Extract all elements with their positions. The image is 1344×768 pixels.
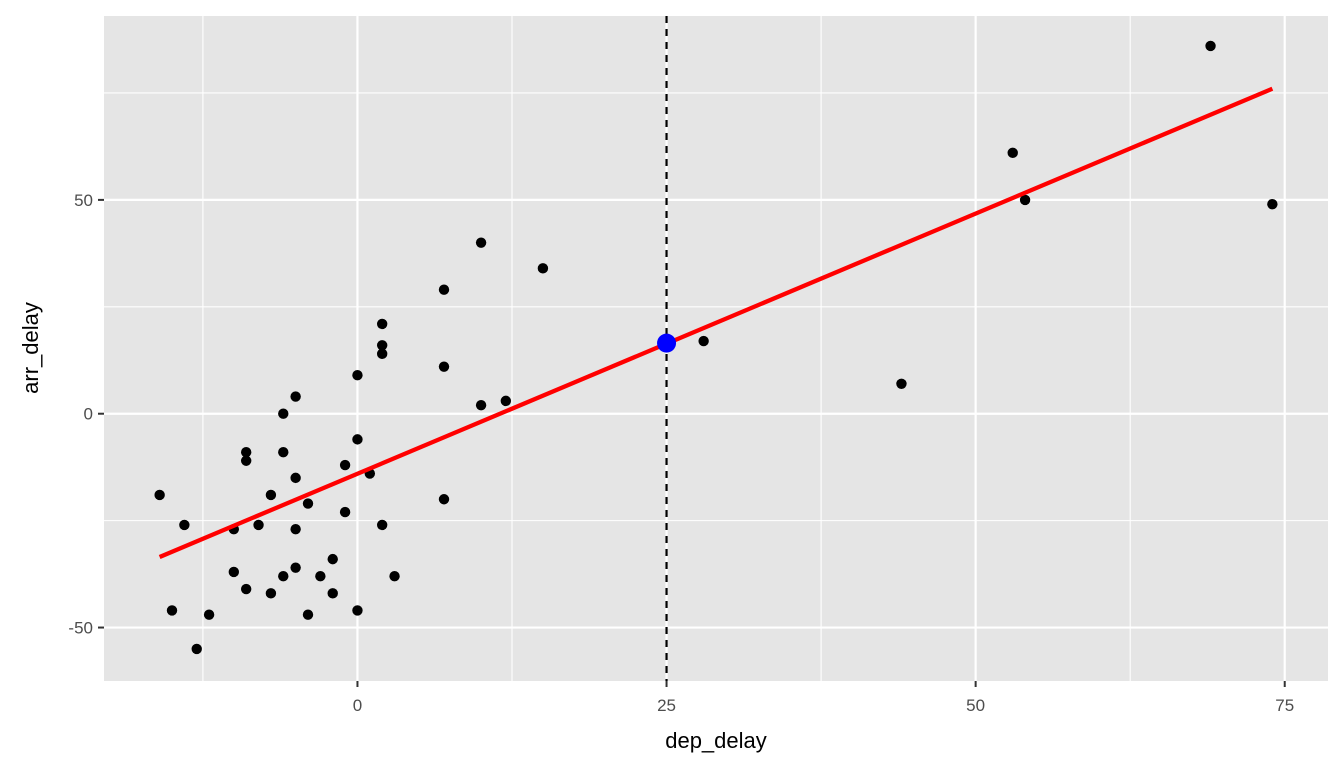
data-point-40 bbox=[475, 399, 487, 411]
x-axis-title: dep_delay bbox=[665, 728, 767, 753]
data-point-39 bbox=[475, 237, 487, 248]
fit-line bbox=[158, 86, 1274, 559]
data-point-14 bbox=[278, 447, 289, 458]
x-tick-label-1: 25 bbox=[657, 696, 676, 715]
data-point-44 bbox=[896, 378, 907, 389]
data-point-7 bbox=[240, 447, 252, 458]
data-point-13 bbox=[278, 408, 289, 419]
data-point-17 bbox=[290, 472, 301, 484]
data-point-27 bbox=[352, 370, 363, 381]
x-tick-label-0: 0 bbox=[353, 696, 362, 715]
x-tick-label-3: 75 bbox=[1275, 696, 1294, 715]
data-point-38 bbox=[438, 494, 450, 505]
fit-line-layer bbox=[158, 86, 1274, 559]
data-point-4 bbox=[203, 609, 215, 620]
data-point-0 bbox=[154, 489, 165, 501]
y-tick-label-2: 50 bbox=[74, 191, 93, 210]
data-point-48 bbox=[1267, 198, 1278, 210]
axis-ticks bbox=[98, 198, 1286, 687]
data-point-18 bbox=[290, 523, 301, 535]
data-point-26 bbox=[339, 506, 351, 518]
data-point-45 bbox=[1007, 147, 1018, 159]
data-point-16 bbox=[290, 391, 301, 402]
data-point-42 bbox=[537, 263, 549, 274]
data-point-46 bbox=[1019, 194, 1031, 206]
data-point-41 bbox=[500, 395, 512, 407]
data-point-36 bbox=[438, 284, 450, 295]
data-point-1 bbox=[166, 605, 178, 616]
y-tick-label-1: 0 bbox=[84, 405, 93, 424]
data-point-25 bbox=[339, 459, 351, 471]
data-point-12 bbox=[265, 588, 277, 599]
data-point-33 bbox=[376, 348, 388, 360]
major-gridlines bbox=[104, 16, 1328, 681]
data-point-35 bbox=[389, 571, 400, 582]
data-point-20 bbox=[302, 498, 314, 509]
data-point-10 bbox=[253, 519, 264, 531]
highlight-point bbox=[657, 333, 677, 353]
tick-labels: 0 25 50 75 -50 0 50 bbox=[68, 191, 1294, 715]
data-point-28 bbox=[352, 434, 363, 445]
data-point-9 bbox=[240, 583, 252, 595]
highlight-layer bbox=[657, 333, 677, 353]
data-point-23 bbox=[327, 553, 338, 565]
data-point-47 bbox=[1205, 40, 1216, 52]
data-points bbox=[154, 40, 1278, 655]
x-tick-label-2: 50 bbox=[966, 696, 985, 715]
data-point-11 bbox=[265, 489, 277, 501]
data-point-43 bbox=[698, 335, 709, 347]
data-point-19 bbox=[290, 562, 301, 573]
data-point-6 bbox=[228, 566, 240, 578]
data-point-24 bbox=[327, 588, 338, 599]
panel-background bbox=[104, 16, 1328, 681]
data-point-22 bbox=[315, 571, 326, 582]
data-point-34 bbox=[376, 519, 388, 531]
data-point-8 bbox=[240, 455, 252, 466]
data-point-37 bbox=[438, 361, 450, 372]
y-axis-title: arr_delay bbox=[18, 302, 43, 394]
data-point-2 bbox=[179, 519, 190, 531]
y-tick-label-0: -50 bbox=[68, 619, 93, 638]
minor-gridlines bbox=[104, 16, 1328, 681]
data-point-29 bbox=[352, 605, 363, 616]
data-point-32 bbox=[376, 340, 388, 351]
data-point-15 bbox=[278, 571, 289, 582]
data-point-21 bbox=[302, 609, 314, 620]
data-point-3 bbox=[191, 643, 202, 655]
data-point-31 bbox=[376, 318, 388, 330]
